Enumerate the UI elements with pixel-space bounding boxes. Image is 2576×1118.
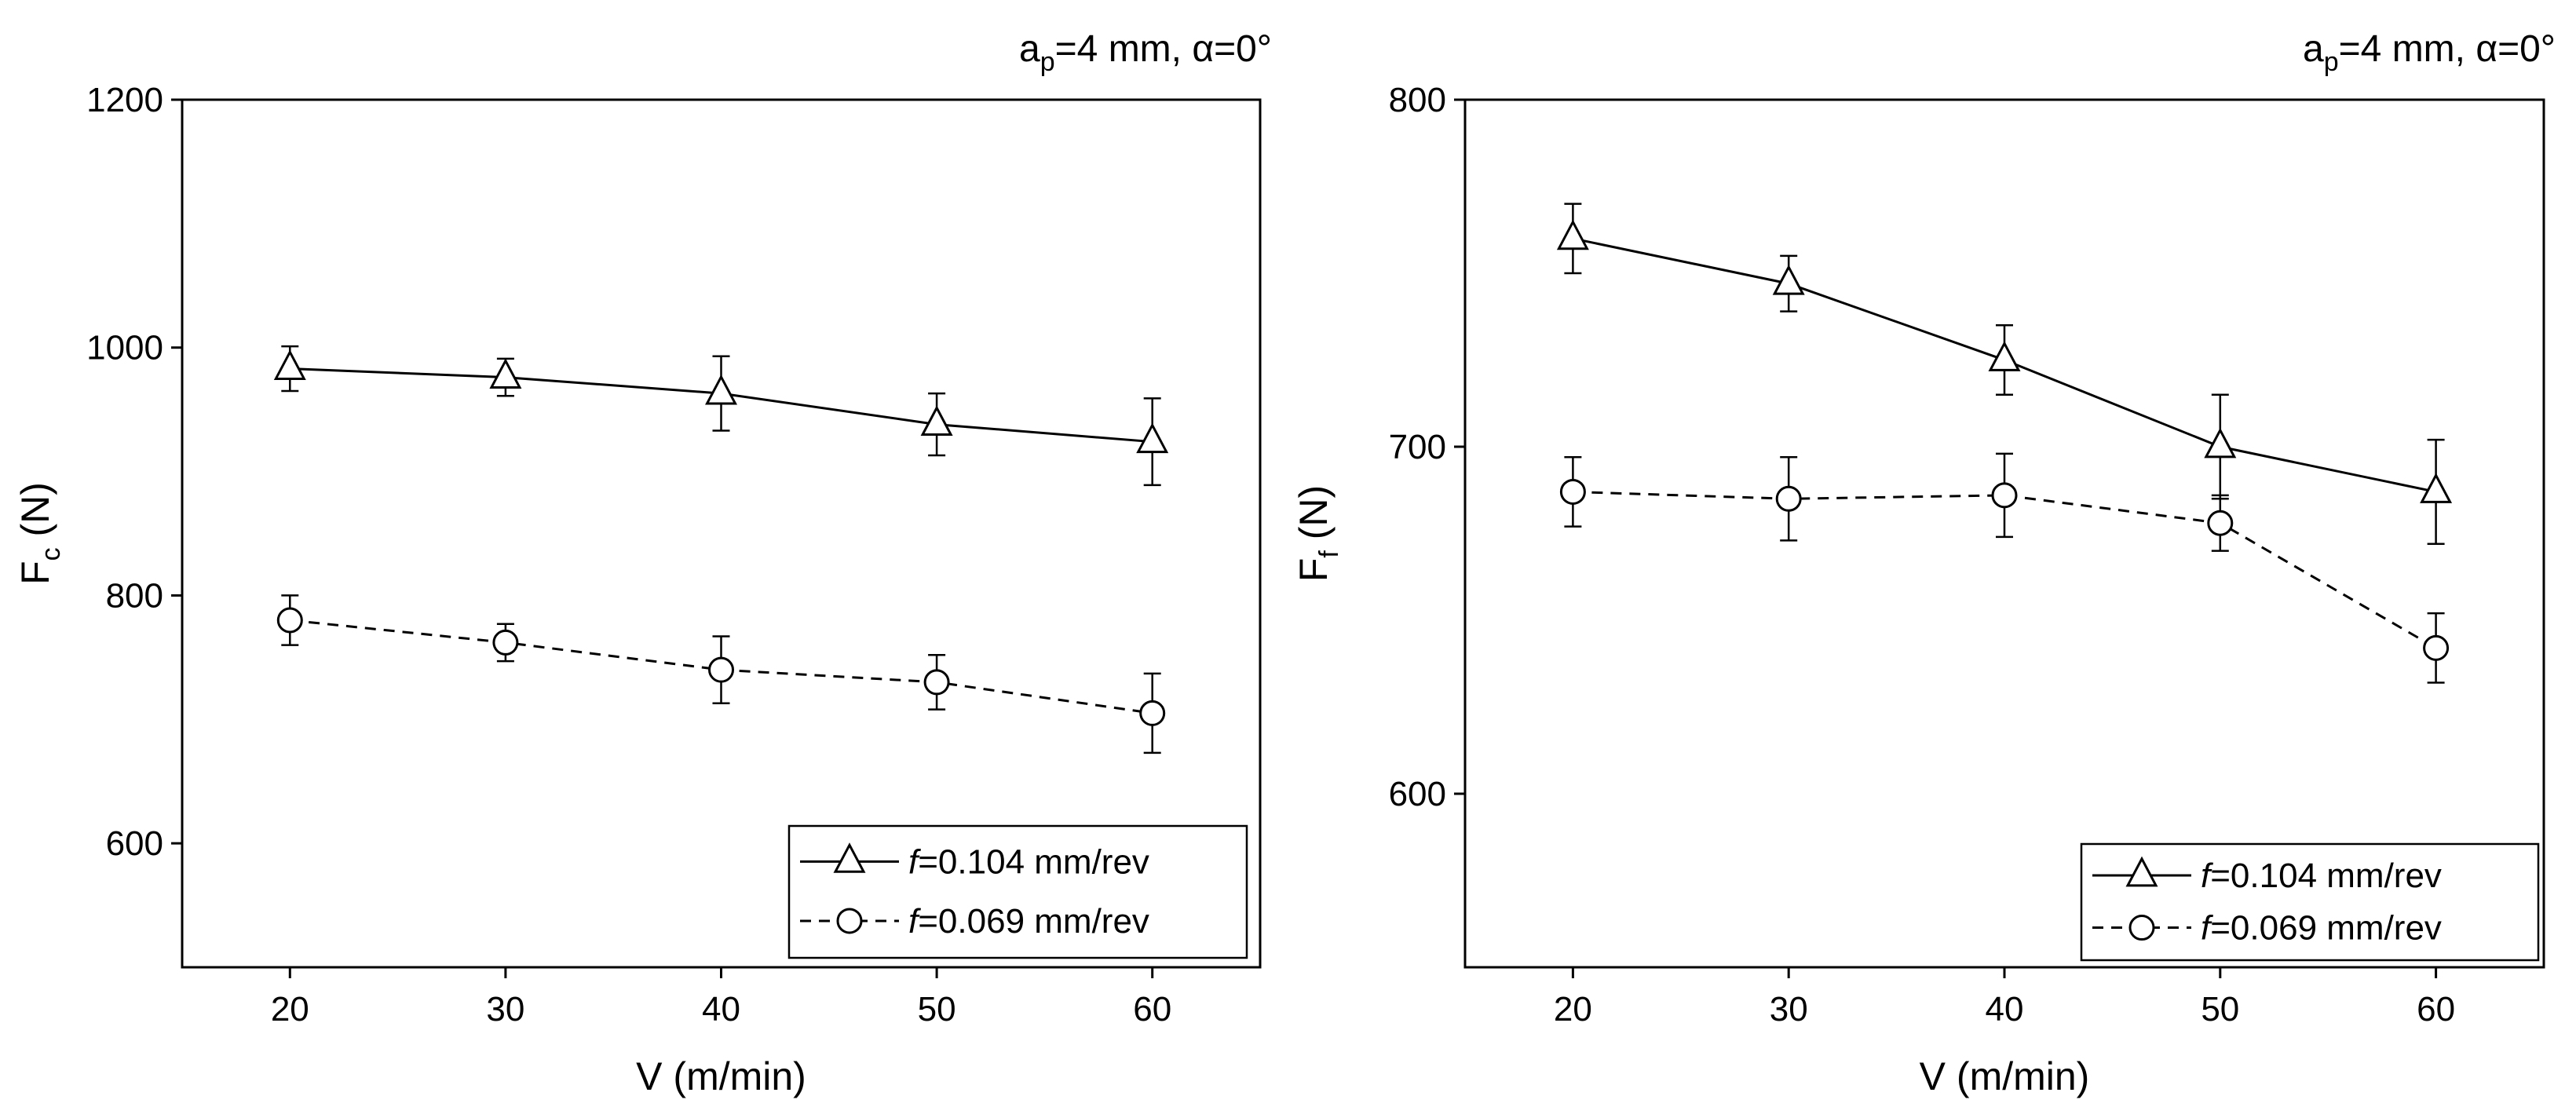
marker-triangle — [1136, 422, 1169, 454]
y-tick-label: 600 — [1389, 775, 1446, 813]
marker-triangle — [1556, 219, 1589, 250]
x-tick-label: 30 — [1770, 990, 1808, 1028]
series-2 — [276, 594, 1166, 754]
y-tick-label: 700 — [1389, 428, 1446, 466]
legend-label: f=0.069 mm/rev — [2201, 909, 2442, 948]
x-axis-label: V (m/min) — [636, 1054, 806, 1098]
x-tick-label: 20 — [271, 990, 309, 1028]
marker-circle — [836, 908, 863, 934]
y-tick-label: 1000 — [86, 329, 163, 367]
marker-circle — [1559, 478, 1586, 505]
x-tick-label: 30 — [486, 990, 524, 1028]
y-axis-label: Ff (N) — [1292, 485, 1344, 582]
condition-annotation: ap=4 mm, α=0° — [1019, 28, 1272, 77]
marker-triangle — [2125, 856, 2158, 887]
marker-circle — [492, 629, 519, 656]
series-2 — [1559, 452, 2450, 684]
marker-circle — [2128, 915, 2155, 941]
legend-box — [787, 824, 1248, 959]
y-axis-label: Fc (N) — [13, 482, 66, 585]
x-tick-label: 60 — [2417, 990, 2455, 1028]
legend-label: f=0.069 mm/rev — [908, 902, 1149, 941]
series-1 — [1556, 203, 2453, 546]
marker-triangle — [920, 405, 953, 437]
y-tick-label: 800 — [106, 576, 163, 615]
marker-circle — [2423, 634, 2450, 661]
x-tick-label: 40 — [702, 990, 740, 1028]
x-axis-label: V (m/min) — [1920, 1054, 2090, 1098]
marker-triangle — [273, 349, 306, 380]
condition-annotation: ap=4 mm, α=0° — [2303, 28, 2556, 77]
series-1 — [273, 345, 1169, 487]
x-tick-label: 50 — [918, 990, 956, 1028]
x-tick-label: 20 — [1554, 990, 1592, 1028]
legend: f=0.104 mm/rev f=0.069 mm/rev — [2080, 842, 2540, 962]
marker-triangle — [833, 842, 866, 873]
marker-circle — [1139, 700, 1166, 726]
legend-box — [2080, 842, 2540, 962]
legend-label: f=0.104 mm/rev — [2201, 857, 2442, 895]
marker-triangle — [1988, 341, 2021, 371]
chart-panel-1: 20 30 40 50 60 600 800 1000 1200 V (m/min) Fc (N) a… — [13, 28, 1272, 1098]
marker-triangle — [1772, 264, 1805, 295]
y-tick-label: 600 — [106, 824, 163, 863]
marker-triangle — [2420, 473, 2453, 503]
chart-panel-2: 20 30 40 50 60 600 700 800 V (m/min) Ff (N) ap=4 m… — [1292, 28, 2556, 1098]
marker-circle — [1775, 485, 1802, 512]
x-tick-label: 40 — [1986, 990, 2024, 1028]
marker-triangle — [2204, 427, 2237, 459]
marker-circle — [923, 669, 950, 696]
marker-circle — [1991, 482, 2018, 509]
x-tick-label: 60 — [1133, 990, 1171, 1028]
marker-circle — [2207, 510, 2234, 536]
legend-label: f=0.104 mm/rev — [908, 842, 1149, 881]
y-tick-label: 1200 — [86, 81, 163, 119]
legend: f=0.104 mm/rev f=0.069 mm/rev — [787, 824, 1248, 959]
marker-triangle — [489, 358, 522, 389]
marker-circle — [276, 607, 303, 634]
x-tick-label: 50 — [2201, 990, 2239, 1028]
marker-triangle — [705, 374, 737, 405]
y-tick-label: 800 — [1389, 81, 1446, 119]
marker-circle — [708, 656, 734, 683]
